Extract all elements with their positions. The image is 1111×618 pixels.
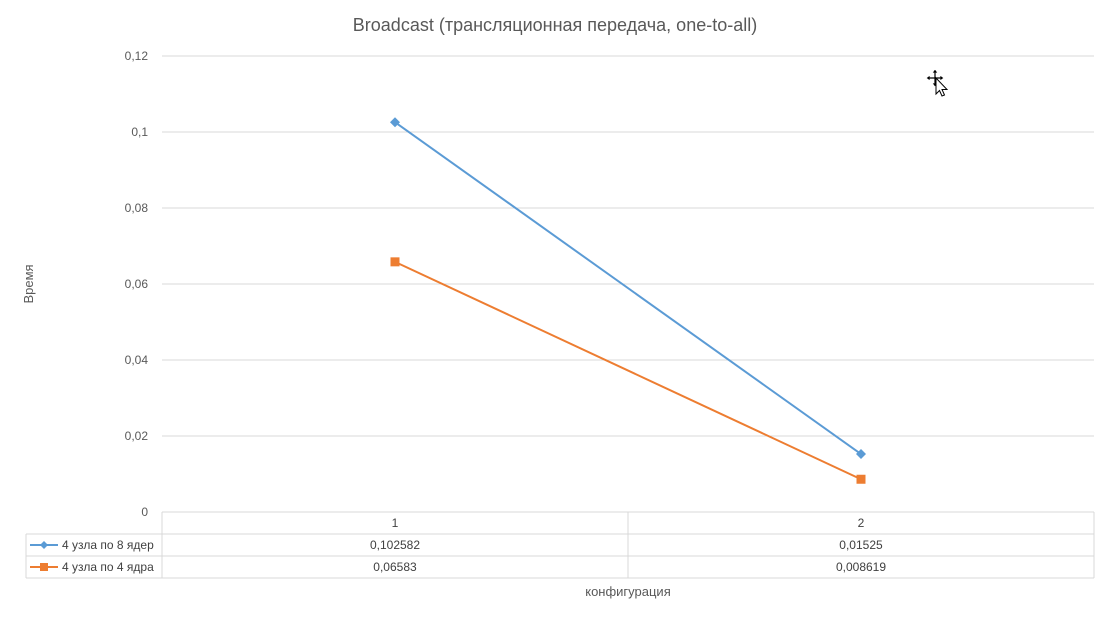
series-line (394, 260, 862, 481)
legend-key-marker (40, 563, 48, 571)
data-table-cell: 0,008619 (836, 560, 886, 574)
y-tick-label: 0,1 (131, 125, 148, 139)
y-tick-label: 0,12 (125, 49, 149, 63)
data-point (856, 449, 866, 460)
x-tick-label: 1 (392, 516, 399, 530)
y-tick-label: 0,06 (125, 277, 149, 291)
x-tick-label: 2 (858, 516, 865, 530)
chart-title: Broadcast (трансляционная передача, one-… (353, 15, 757, 35)
data-table-cell: 0,102582 (370, 538, 420, 552)
series-line (394, 121, 862, 455)
gridlines (162, 55, 1094, 437)
y-tick-labels: 0 0,02 0,04 0,06 0,08 0,1 0,12 (125, 49, 149, 519)
y-axis-label: Время (21, 264, 36, 303)
legend-entry: 4 узла по 8 ядер (62, 538, 154, 552)
legend-key-marker (40, 541, 48, 549)
data-point (390, 117, 400, 128)
data-point (856, 474, 866, 484)
data-point (390, 257, 400, 267)
y-tick-label: 0,04 (125, 353, 149, 367)
series-group (390, 117, 866, 484)
data-table-cell: 0,06583 (373, 560, 417, 574)
move-cursor-icon (925, 68, 949, 97)
y-tick-label: 0 (141, 505, 148, 519)
data-table: 1 2 4 узла по 8 ядер 0,102582 0,01525 4 узла … (25, 511, 1095, 579)
legend-entry: 4 узла по 4 ядра (62, 560, 154, 574)
data-table-cell: 0,01525 (839, 538, 883, 552)
y-tick-label: 0,02 (125, 429, 149, 443)
y-tick-label: 0,08 (125, 201, 149, 215)
x-axis-label: конфигурация (585, 584, 671, 599)
